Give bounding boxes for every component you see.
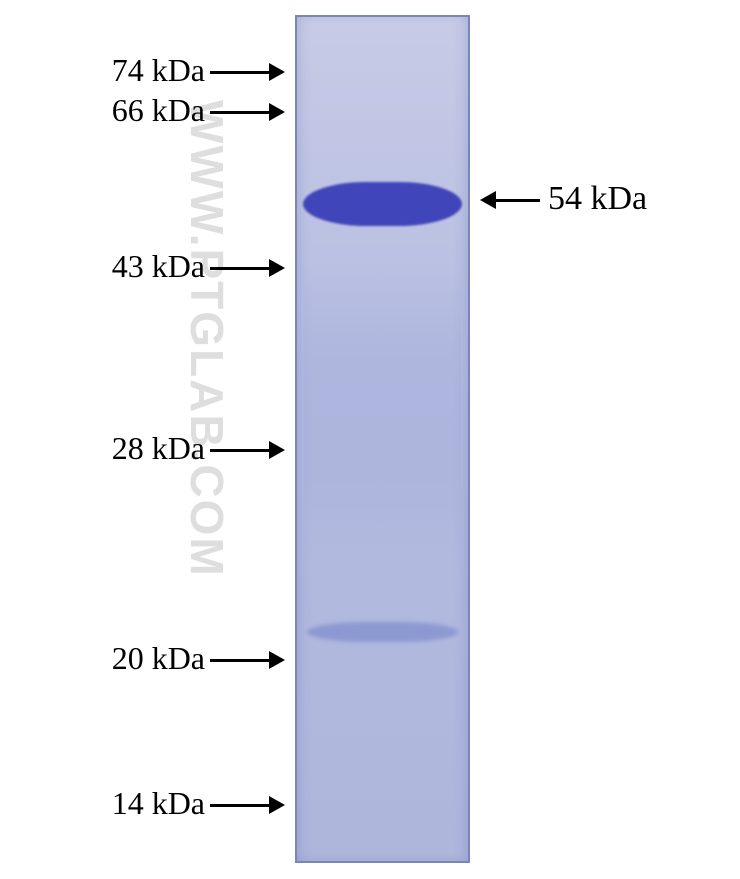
mk-28-label: 28 kDa (112, 430, 205, 467)
gel-figure: WWW.PTGLAB.COM 74 kDa66 kDa43 kDa28 kDa2… (0, 0, 740, 879)
band-21-faint (307, 622, 458, 642)
mk-14-label: 14 kDa (112, 785, 205, 822)
mk-20-arrow (210, 651, 285, 669)
mk-20-label: 20 kDa (112, 640, 205, 677)
mk-66-arrow (210, 103, 285, 121)
mk-14-arrow (210, 796, 285, 814)
ann-54-arrow (480, 191, 540, 209)
gel-lane (295, 15, 470, 863)
mk-74-label: 74 kDa (112, 52, 205, 89)
band-54 (303, 182, 462, 226)
mk-66-label: 66 kDa (112, 92, 205, 129)
lane-smear (304, 262, 461, 562)
mk-28-arrow (210, 441, 285, 459)
mk-43-arrow (210, 259, 285, 277)
ann-54-label: 54 kDa (548, 180, 647, 218)
mk-74-arrow (210, 63, 285, 81)
mk-43-label: 43 kDa (112, 248, 205, 285)
